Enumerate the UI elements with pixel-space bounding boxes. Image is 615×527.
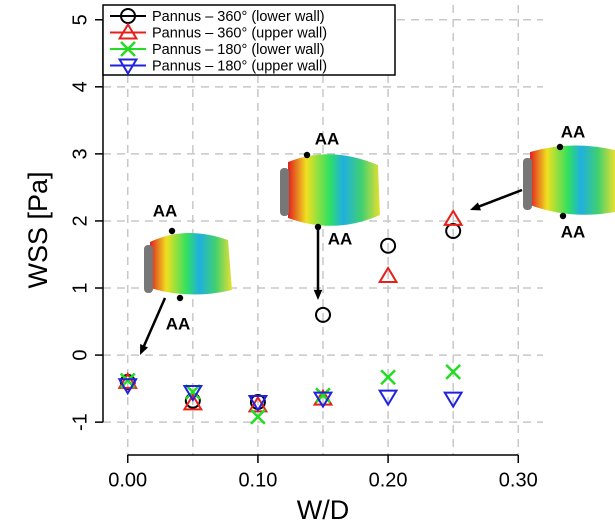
y-tick-label: 2 bbox=[69, 215, 91, 226]
y-tick-label: 5 bbox=[69, 14, 91, 25]
annotation-dot bbox=[560, 213, 566, 219]
pannus-shape bbox=[144, 245, 153, 293]
arrow bbox=[142, 298, 165, 350]
pannus-shape bbox=[523, 158, 532, 210]
y-tick-label: 3 bbox=[69, 148, 91, 159]
arrow bbox=[476, 190, 522, 208]
legend-label: Pannus – 360° (lower wall) bbox=[152, 9, 325, 25]
flow-insets bbox=[144, 145, 615, 294]
x-tick-label: 0.20 bbox=[369, 469, 408, 491]
inset-image bbox=[288, 154, 380, 226]
annotation-dot bbox=[177, 295, 183, 301]
pannus-shape bbox=[280, 168, 289, 216]
annotation: AA bbox=[561, 222, 586, 241]
legend-label: Pannus – 360° (upper wall) bbox=[152, 25, 327, 41]
arrow-head bbox=[314, 290, 323, 300]
y-tick-label: 4 bbox=[69, 81, 91, 92]
legend-label: Pannus – 180° (upper wall) bbox=[152, 58, 327, 74]
annotation: AA bbox=[315, 129, 340, 148]
inset-image bbox=[530, 145, 615, 214]
annotation: AA bbox=[328, 229, 353, 248]
annotation: AA bbox=[166, 314, 191, 333]
inset-image bbox=[150, 233, 232, 295]
x-axis-label: W/D bbox=[297, 495, 349, 525]
x-tick-label: 0.10 bbox=[238, 469, 277, 491]
annotation-dot bbox=[304, 152, 310, 158]
annotation-dot bbox=[557, 144, 563, 150]
annotation: AA bbox=[153, 201, 178, 220]
x-tick-label: 0.00 bbox=[108, 469, 147, 491]
annotation-dot bbox=[169, 228, 175, 234]
y-tick-label: 0 bbox=[69, 350, 91, 361]
y-tick-label: -1 bbox=[69, 413, 91, 431]
annotation: AA bbox=[561, 122, 586, 141]
arrow-head bbox=[470, 202, 481, 210]
x-tick-label: 0.30 bbox=[499, 469, 538, 491]
legend-label: Pannus – 180° (lower wall) bbox=[152, 42, 325, 58]
legend: Pannus – 360° (lower wall)Pannus – 360° … bbox=[103, 5, 395, 75]
y-axis-label: WSS [Pa] bbox=[23, 171, 53, 288]
y-tick-label: 1 bbox=[69, 282, 91, 293]
